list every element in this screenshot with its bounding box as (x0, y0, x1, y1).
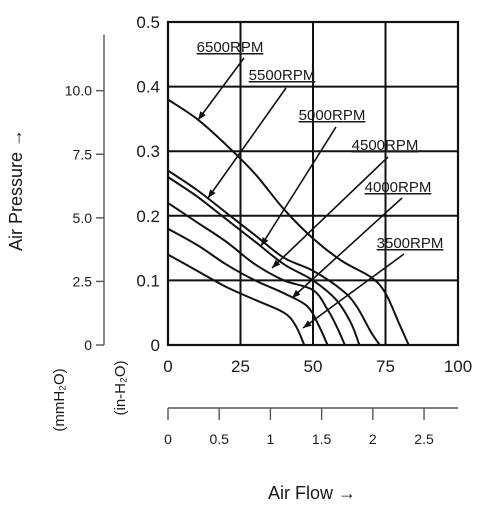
rpm-leader (302, 253, 405, 329)
grid (168, 22, 458, 345)
plot-frame (166, 20, 460, 347)
rpm-leader (291, 197, 403, 299)
mmh2o-tick-label: 5.0 (73, 210, 93, 226)
rpm-label: 3500RPM (377, 235, 444, 252)
x-tick-label: 100 (444, 357, 472, 376)
y-tick-label: 0 (151, 336, 160, 355)
m3-tick-label: 0.5 (209, 431, 229, 447)
rpm-leader (271, 156, 389, 269)
m3-tick-label: 1 (267, 431, 275, 447)
series-line-3500rpm (167, 253, 306, 346)
x-tick-labels: 0 25 50 75 100 (163, 357, 472, 376)
y-tick-label: 0.5 (136, 13, 160, 32)
rpm-arrowhead (292, 289, 301, 298)
plot-border (166, 20, 460, 347)
rpm-arrowhead (198, 111, 206, 120)
y-tick-label: 0.4 (136, 78, 160, 97)
x-axis-title: Air Flow → (268, 483, 356, 503)
rpm-label: 6500RPM (197, 39, 264, 56)
mmh2o-axis: 0 2.5 5.0 7.5 10.0 (65, 34, 105, 353)
series-line-4000rpm (167, 227, 329, 346)
series-lines (167, 98, 410, 346)
rpm-leader-lines (197, 57, 405, 329)
y-tick-label: 0.3 (136, 142, 160, 161)
m3-tick-label: 2 (369, 431, 377, 447)
x-tick-label: 75 (376, 357, 395, 376)
mmh2o-tick-label: 2.5 (73, 273, 93, 289)
y-tick-label: 0.1 (136, 271, 160, 290)
mmh2o-tick-label: 10.0 (65, 83, 92, 99)
rpm-label: 5500RPM (249, 67, 316, 84)
rpm-label: 4000RPM (365, 179, 432, 196)
rpm-arrowhead (303, 320, 312, 328)
y-unit-inh2o: (in-H₂O) (112, 361, 129, 416)
x-tick-label: 50 (304, 357, 323, 376)
rpm-arrowhead (208, 189, 216, 198)
series-line-5000rpm (167, 176, 361, 346)
m3-tick-label: 2.5 (414, 431, 434, 447)
rpm-arrowhead (272, 259, 281, 268)
rpm-leader (207, 87, 287, 199)
series-line-4500rpm (167, 202, 346, 346)
series-line-5500rpm (167, 169, 381, 346)
m3-tick-label: 0 (164, 431, 172, 447)
mmh2o-tick-label: 7.5 (73, 146, 93, 162)
y-axis-title: Air Pressure → (6, 129, 26, 251)
rpm-labels: 6500RPM 5500RPM 5000RPM 4500RPM 4000RPM 3500R… (197, 39, 444, 252)
rpm-leader (260, 126, 337, 247)
rpm-leader (197, 57, 245, 121)
rpm-arrowhead (261, 237, 269, 246)
rpm-label: 4500RPM (352, 137, 419, 154)
y-unit-mmh2o: (mmH₂O) (51, 368, 68, 431)
rpm-label: 5000RPM (299, 107, 366, 124)
m3-axis: 0 0.5 1 1.5 2 2.5 (164, 407, 458, 447)
mmh2o-tick-label: 0 (84, 337, 92, 353)
m3-tick-label: 1.5 (312, 431, 332, 447)
y-tick-labels: 0 0.1 0.2 0.3 0.4 0.5 (136, 13, 160, 355)
y-tick-label: 0.2 (136, 207, 160, 226)
x-tick-label: 25 (231, 357, 250, 376)
x-tick-label: 0 (163, 357, 172, 376)
series-line-6500rpm (167, 98, 410, 346)
